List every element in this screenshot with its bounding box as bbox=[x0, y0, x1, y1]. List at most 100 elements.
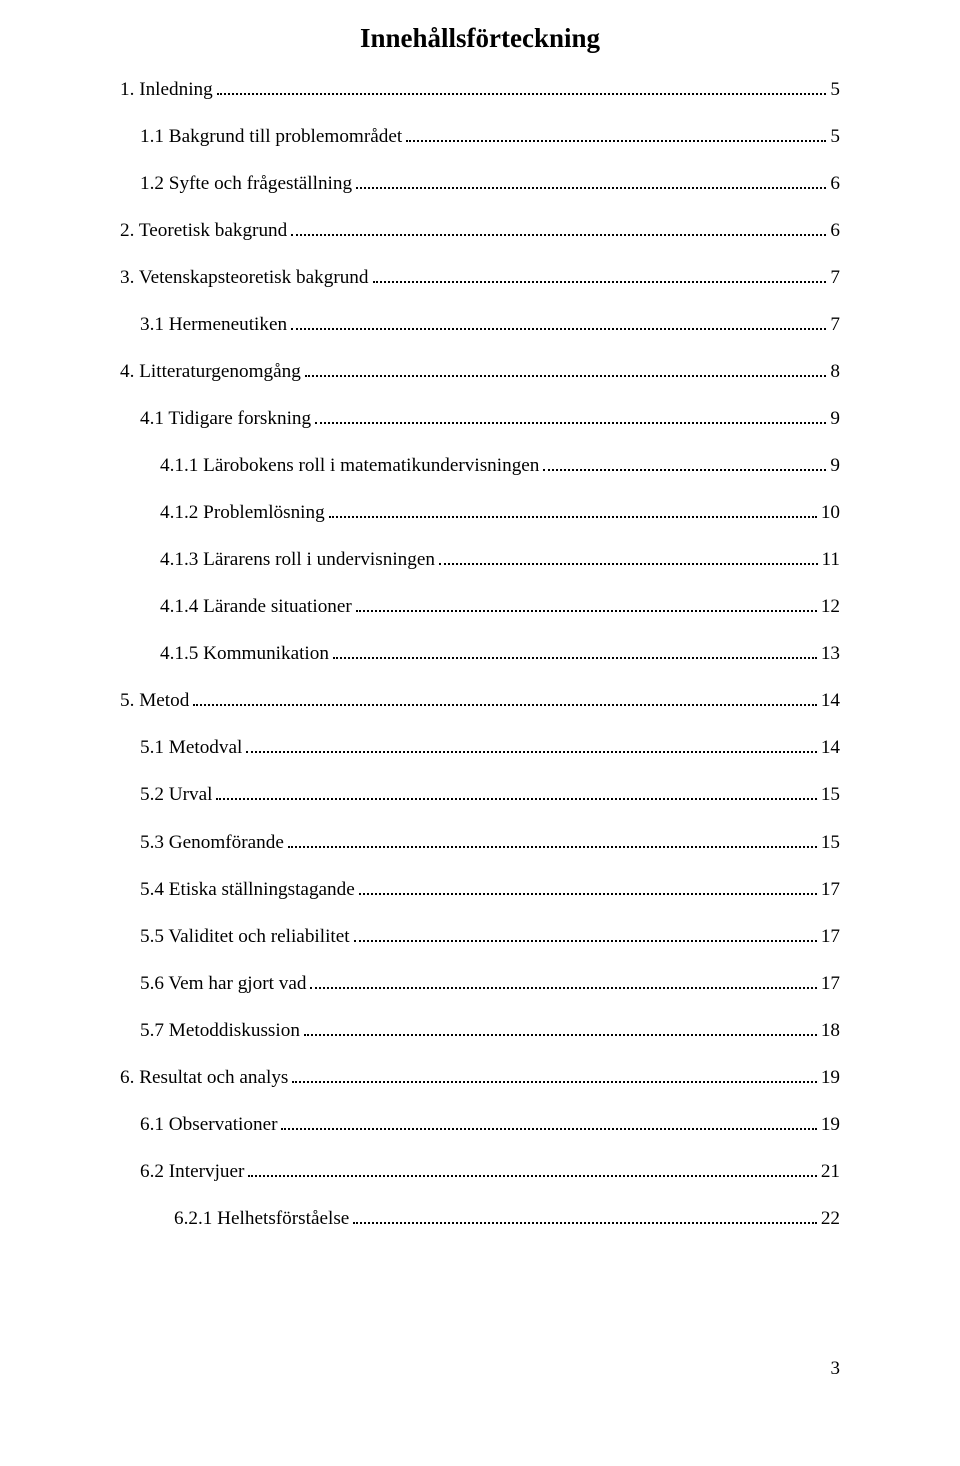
toc-entry-page: 12 bbox=[821, 595, 840, 618]
toc-entry: 4.1 Tidigare forskning 9 bbox=[120, 407, 840, 430]
toc-entry: 1.2 Syfte och frågeställning 6 bbox=[120, 172, 840, 195]
toc-entry-page: 13 bbox=[821, 642, 840, 665]
toc-leader-dots bbox=[304, 1034, 817, 1036]
toc-entry: 4.1.1 Lärobokens roll i matematikundervi… bbox=[120, 454, 840, 477]
toc-entry: 5.2 Urval 15 bbox=[120, 783, 840, 806]
toc-leader-dots bbox=[543, 469, 826, 471]
toc-title: Innehållsförteckning bbox=[120, 23, 840, 54]
toc-leader-dots bbox=[217, 93, 827, 95]
toc-leader-dots bbox=[373, 281, 827, 283]
toc-entry: 5. Metod 14 bbox=[120, 689, 840, 712]
toc-leader-dots bbox=[353, 1222, 817, 1224]
toc-entry-page: 14 bbox=[821, 736, 840, 759]
toc-entry-page: 17 bbox=[821, 972, 840, 995]
toc-entry: 5.7 Metoddiskussion 18 bbox=[120, 1019, 840, 1042]
toc-entry: 4.1.4 Lärande situationer 12 bbox=[120, 595, 840, 618]
toc-entry: 6.2 Intervjuer 21 bbox=[120, 1160, 840, 1183]
toc-entry-label: 1.1 Bakgrund till problemområdet bbox=[140, 125, 402, 148]
toc-entry: 1.1 Bakgrund till problemområdet 5 bbox=[120, 125, 840, 148]
toc-entry: 5.4 Etiska ställningstagande 17 bbox=[120, 878, 840, 901]
toc-entry-label: 5.7 Metoddiskussion bbox=[140, 1019, 300, 1042]
toc-entry-page: 6 bbox=[830, 172, 840, 195]
toc-leader-dots bbox=[193, 704, 817, 706]
toc-entry-label: 4.1.1 Lärobokens roll i matematikundervi… bbox=[160, 454, 539, 477]
toc-entry-page: 15 bbox=[821, 831, 840, 854]
toc-entry-label: 5.3 Genomförande bbox=[140, 831, 284, 854]
toc-entry: 6.2.1 Helhetsförståelse 22 bbox=[120, 1207, 840, 1230]
toc-entry-label: 2. Teoretisk bakgrund bbox=[120, 219, 287, 242]
toc-entry: 6. Resultat och analys 19 bbox=[120, 1066, 840, 1089]
toc-leader-dots bbox=[359, 893, 817, 895]
toc-entry-page: 22 bbox=[821, 1207, 840, 1230]
toc-leader-dots bbox=[281, 1128, 816, 1130]
toc-entry-label: 4.1.2 Problemlösning bbox=[160, 501, 325, 524]
toc-entry-page: 9 bbox=[830, 407, 840, 430]
toc-entry-label: 5.2 Urval bbox=[140, 783, 212, 806]
toc-entry-page: 8 bbox=[830, 360, 840, 383]
toc-leader-dots bbox=[354, 940, 817, 942]
toc-leader-dots bbox=[216, 798, 816, 800]
toc-entry-label: 5.5 Validitet och reliabilitet bbox=[140, 925, 350, 948]
toc-leader-dots bbox=[406, 140, 826, 142]
toc-entry-page: 21 bbox=[821, 1160, 840, 1183]
page-number: 3 bbox=[831, 1358, 841, 1380]
toc-entry-label: 1. Inledning bbox=[120, 78, 213, 101]
toc-entry-page: 5 bbox=[830, 125, 840, 148]
toc-entry-label: 4.1.5 Kommunikation bbox=[160, 642, 329, 665]
toc-entry-page: 9 bbox=[830, 454, 840, 477]
toc-leader-dots bbox=[291, 328, 826, 330]
toc-entry-label: 6. Resultat och analys bbox=[120, 1066, 288, 1089]
toc-entry-page: 17 bbox=[821, 925, 840, 948]
toc-entry-page: 14 bbox=[821, 689, 840, 712]
toc-entry-label: 4.1.4 Lärande situationer bbox=[160, 595, 352, 618]
toc-entry-label: 5.6 Vem har gjort vad bbox=[140, 972, 306, 995]
toc-entry: 5.6 Vem har gjort vad 17 bbox=[120, 972, 840, 995]
toc-leader-dots bbox=[315, 422, 826, 424]
toc-entry-label: 6.2.1 Helhetsförståelse bbox=[174, 1207, 349, 1230]
toc-entry-page: 6 bbox=[830, 219, 840, 242]
toc-entry: 2. Teoretisk bakgrund 6 bbox=[120, 219, 840, 242]
toc-leader-dots bbox=[248, 1175, 816, 1177]
toc-leader-dots bbox=[305, 375, 827, 377]
toc-entry-page: 19 bbox=[821, 1113, 840, 1136]
toc-entry-label: 3. Vetenskapsteoretisk bakgrund bbox=[120, 266, 369, 289]
toc-entry-page: 18 bbox=[821, 1019, 840, 1042]
toc-leader-dots bbox=[292, 1081, 816, 1083]
toc-entry-label: 6.1 Observationer bbox=[140, 1113, 277, 1136]
toc-entry-label: 3.1 Hermeneutiken bbox=[140, 313, 287, 336]
toc-entry-label: 4.1 Tidigare forskning bbox=[140, 407, 311, 430]
toc-entry: 1. Inledning 5 bbox=[120, 78, 840, 101]
toc-leader-dots bbox=[329, 516, 817, 518]
toc-entry-page: 15 bbox=[821, 783, 840, 806]
toc-leader-dots bbox=[291, 234, 826, 236]
toc-entry: 5.3 Genomförande 15 bbox=[120, 831, 840, 854]
toc-entry-label: 6.2 Intervjuer bbox=[140, 1160, 244, 1183]
toc-leader-dots bbox=[288, 846, 817, 848]
toc-entry: 6.1 Observationer 19 bbox=[120, 1113, 840, 1136]
toc-entry-label: 5. Metod bbox=[120, 689, 189, 712]
toc-entry: 4.1.2 Problemlösning 10 bbox=[120, 501, 840, 524]
toc-entry: 4.1.3 Lärarens roll i undervisningen 11 bbox=[120, 548, 840, 571]
toc-entry-label: 5.4 Etiska ställningstagande bbox=[140, 878, 355, 901]
toc-entry-page: 11 bbox=[822, 548, 840, 571]
toc-leader-dots bbox=[356, 610, 817, 612]
toc-entry: 4.1.5 Kommunikation 13 bbox=[120, 642, 840, 665]
toc-entry-page: 7 bbox=[830, 266, 840, 289]
toc-entry-page: 17 bbox=[821, 878, 840, 901]
toc-entry: 3. Vetenskapsteoretisk bakgrund 7 bbox=[120, 266, 840, 289]
toc-leader-dots bbox=[356, 187, 826, 189]
toc-leader-dots bbox=[246, 751, 816, 753]
toc-entry-page: 10 bbox=[821, 501, 840, 524]
toc-leader-dots bbox=[439, 563, 818, 565]
toc-entry-label: 4.1.3 Lärarens roll i undervisningen bbox=[160, 548, 435, 571]
document-page: Innehållsförteckning 1. Inledning 51.1 B… bbox=[0, 0, 960, 1466]
toc-leader-dots bbox=[310, 987, 816, 989]
toc-entry-label: 4. Litteraturgenomgång bbox=[120, 360, 301, 383]
toc-entry: 5.1 Metodval 14 bbox=[120, 736, 840, 759]
toc-leader-dots bbox=[333, 657, 817, 659]
toc-entry-page: 19 bbox=[821, 1066, 840, 1089]
toc-entry: 5.5 Validitet och reliabilitet 17 bbox=[120, 925, 840, 948]
toc-entry-label: 5.1 Metodval bbox=[140, 736, 242, 759]
toc-entry-page: 5 bbox=[830, 78, 840, 101]
toc-entry-page: 7 bbox=[830, 313, 840, 336]
